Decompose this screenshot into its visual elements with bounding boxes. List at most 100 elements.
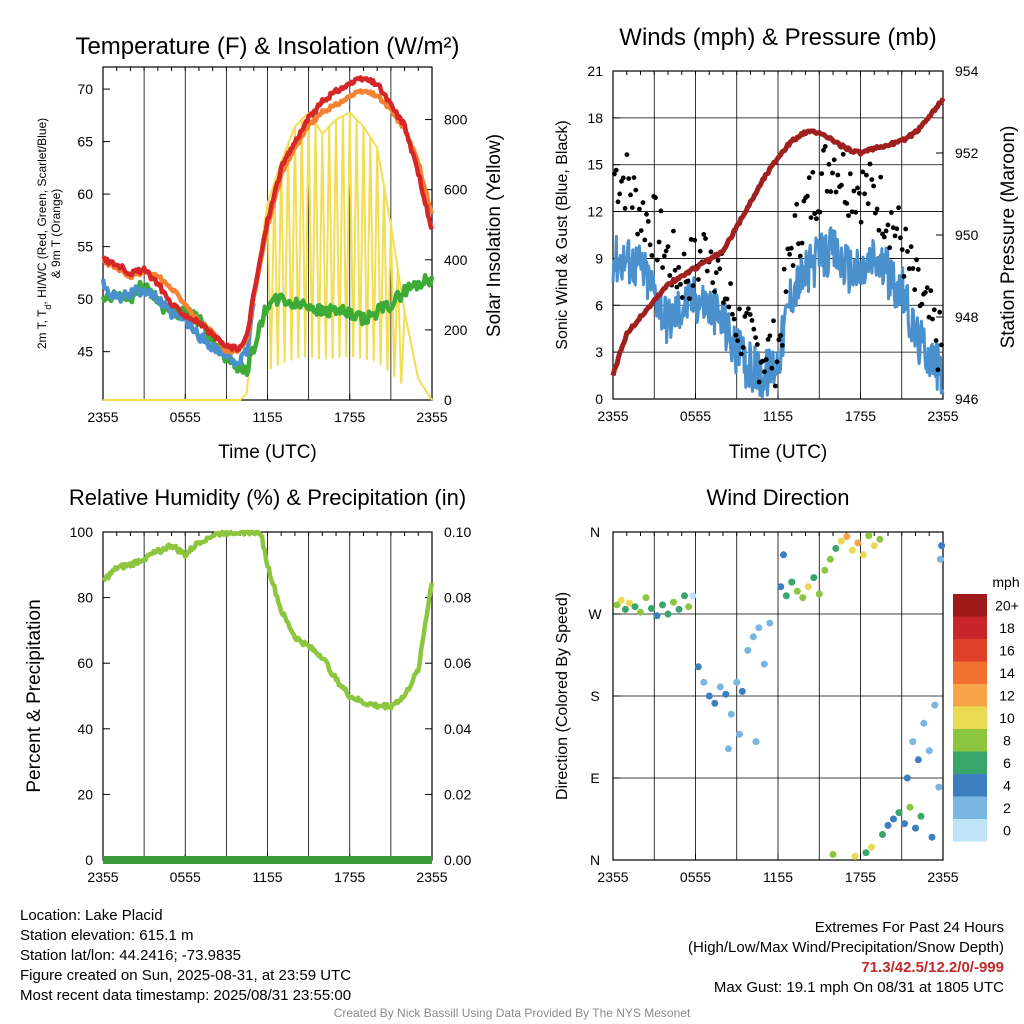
gust-point	[776, 337, 782, 343]
rh-left-tick-label-1: 20	[77, 786, 93, 802]
gust-point	[672, 267, 678, 273]
wdir-xtick-label-3: 1755	[845, 869, 876, 885]
rh-ylabel: Percent & Precipitation	[24, 599, 45, 792]
wind-direction-point	[653, 612, 661, 620]
temp-left-tick-label-5: 70	[77, 81, 93, 97]
wind-direction-point	[815, 590, 823, 598]
wdir-xtick-label-4: 2355	[927, 869, 958, 885]
wind-direction-point	[705, 692, 713, 700]
wind-direction-point	[901, 820, 908, 828]
wind-direction-point	[694, 663, 702, 671]
wind-direction-point	[736, 730, 743, 738]
wind-direction-point	[936, 555, 944, 563]
wind-direction-point	[617, 596, 625, 604]
gust-point	[624, 152, 630, 158]
speed-legend-label-4: 12	[999, 687, 1015, 703]
wind-pressure-right-tick-label-4: 954	[955, 63, 979, 79]
gust-point	[653, 195, 658, 201]
wind-direction-point	[700, 678, 708, 686]
wind-direction-point	[642, 594, 650, 602]
gust-point	[871, 183, 876, 189]
rh-xtick-label-0: 2355	[87, 869, 118, 885]
rh-left-tick-label-5: 100	[70, 524, 94, 540]
gust-point	[671, 228, 676, 234]
wind-direction-point	[780, 551, 787, 559]
gust-point	[914, 257, 919, 263]
gust-point	[613, 167, 619, 173]
wind-pressure-right-tick-label-1: 948	[955, 309, 979, 325]
gust-point	[747, 312, 753, 317]
gust-point	[831, 157, 837, 163]
wind-pressure-right-tick-label-2: 950	[955, 227, 979, 243]
gust-point	[865, 201, 871, 207]
gust-point	[881, 234, 887, 240]
gust-point	[658, 208, 664, 214]
gust-point	[696, 277, 701, 282]
gust-point	[656, 239, 662, 245]
temp-ylabel-line1: 2m T, Td, HI/WC (Red, Green, Scarlet/Blu…	[35, 118, 53, 349]
wind-direction-point	[848, 546, 856, 554]
wind-direction-point	[744, 646, 752, 654]
speed-legend-swatch-4	[953, 684, 987, 707]
wind-direction-point	[938, 542, 946, 550]
gust-point	[835, 172, 841, 178]
speed-legend-swatch-10	[953, 819, 987, 842]
gust-point	[737, 306, 742, 312]
gust-point	[787, 251, 792, 257]
temp-xtick-label-3: 1755	[334, 409, 365, 425]
wind-direction-point	[829, 851, 837, 858]
gust-point	[760, 358, 766, 364]
wind-direction-point	[681, 592, 688, 600]
gust-point	[890, 225, 896, 231]
wind-direction-point	[752, 738, 760, 746]
gust-point	[878, 174, 884, 180]
temp-left-tick-label-2: 55	[77, 239, 93, 255]
speed-legend-label-0: 20+	[995, 597, 1019, 613]
rh-title: Relative Humidity (%) & Precipitation (i…	[69, 485, 466, 510]
gust-point	[765, 337, 771, 342]
gust-point	[762, 369, 767, 375]
gust-point	[781, 266, 787, 272]
wind-direction-point	[733, 678, 741, 686]
gust-point	[681, 251, 687, 257]
gust-point	[846, 213, 851, 219]
station-info: Location: Lake Placid Station elevation:…	[20, 906, 351, 1006]
gust-point	[678, 281, 683, 287]
gust-point	[912, 287, 918, 293]
wdir-ytick-label-3: W	[588, 606, 602, 622]
gust-point	[928, 288, 934, 294]
wind-direction-point	[799, 594, 807, 602]
gust-point	[654, 257, 660, 263]
gust-point	[767, 333, 773, 339]
speed-legend-swatch-8	[953, 774, 987, 797]
wind-xtick-label-4: 2355	[927, 408, 958, 424]
wind-direction-point	[917, 812, 925, 820]
gust-point	[713, 270, 719, 276]
wind-direction-point	[626, 599, 633, 607]
gust-point	[799, 240, 805, 246]
gust-point	[617, 191, 623, 197]
gust-point	[930, 316, 935, 322]
rh-left-tick-label-4: 80	[77, 590, 93, 606]
gust-point	[935, 367, 941, 373]
gust-point	[873, 210, 878, 216]
gust-point	[710, 280, 716, 286]
gust-point	[867, 161, 873, 167]
gust-point	[763, 357, 769, 362]
wind-direction-point	[738, 687, 746, 695]
gust-point	[738, 351, 744, 357]
wind-direction-point	[766, 619, 774, 627]
temp-xtick-label-0: 2355	[87, 409, 118, 425]
wind-direction-point	[903, 774, 911, 782]
gust-point	[821, 147, 826, 153]
wind-direction-point	[920, 719, 928, 727]
gust-point	[906, 266, 912, 272]
extremes-subtitle: (High/Low/Max Wind/Precipitation/Snow De…	[688, 939, 1004, 956]
rh-left-tick-label-0: 0	[85, 852, 93, 868]
wind-direction-point	[777, 583, 785, 591]
temp-insolation-right-tick-label-0: 0	[444, 392, 452, 408]
speed-legend-swatch-0	[953, 594, 987, 617]
meteogram-canvas: 2355 0555 1155 1755 235545505560657002004006…	[24, 24, 1020, 885]
wind-direction-point	[685, 603, 693, 611]
gust-point	[685, 278, 691, 284]
